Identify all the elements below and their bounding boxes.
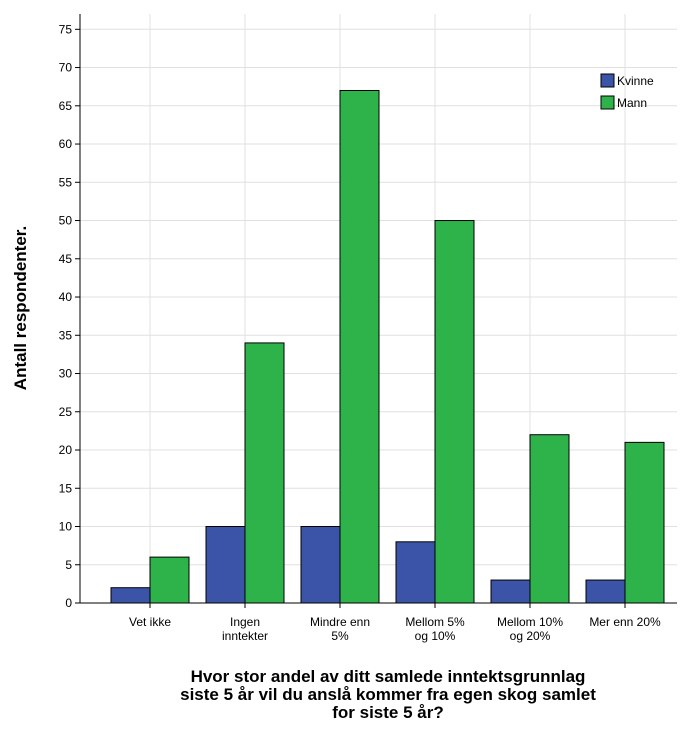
y-tick-label: 75 [59,22,73,36]
x-tick-label: Vet ikke [129,615,171,629]
x-axis-title-line: Hvor stor andel av ditt samlede inntekts… [191,667,586,686]
bar-kvinne [395,541,436,604]
x-tick-label: og 20% [510,629,551,643]
x-tick-label: 5% [331,629,349,643]
y-tick-label: 60 [59,137,73,151]
bar-mann [149,556,190,604]
x-tick-label: og 10% [415,629,456,643]
x-tick-label: Mellom 10% [497,615,563,629]
y-tick-label: 35 [59,328,73,342]
y-tick-label: 40 [59,290,73,304]
x-tick-label: inntekter [222,629,268,643]
bar-kvinne [205,526,246,604]
y-tick-label: 5 [65,558,72,572]
y-tick-label: 70 [59,61,73,75]
x-tick-label: Mellom 5% [405,615,465,629]
y-tick-label: 30 [59,367,73,381]
y-tick-label: 10 [59,520,73,534]
y-tick-label: 15 [59,481,73,495]
bar-mann [434,220,475,604]
legend-label-kvinne: Kvinne [617,74,654,88]
y-tick-label: 65 [59,99,73,113]
y-tick-label: 45 [59,252,73,266]
bars [110,89,665,604]
bar-kvinne [490,579,531,604]
legend: Kvinne Mann [600,73,654,110]
y-tick-label: 20 [59,443,73,457]
y-tick-label: 25 [59,405,73,419]
bar-kvinne [300,526,341,604]
x-axis-title-line: siste 5 år vil du anslå kommer fra egen … [180,685,596,704]
x-tick-label: Mer enn 20% [589,615,661,629]
bar-mann [339,89,380,604]
bar-kvinne [585,579,626,604]
x-tick-label: Ingen [230,615,260,629]
axes [79,14,677,604]
bar-mann [244,342,285,604]
x-tick-label: Mindre enn [310,615,370,629]
legend-swatch-kvinne [600,73,615,88]
y-tick-labels: 0 5 10 15 20 25 30 35 40 45 50 55 60 65 70 75 [59,22,80,610]
x-axis-title: Hvor stor andel av ditt samlede inntekts… [180,667,596,722]
bar-kvinne [110,587,151,604]
x-axis-title-line: for siste 5 år? [332,703,444,722]
legend-label-mann: Mann [617,96,647,110]
y-tick-label: 50 [59,214,73,228]
y-tick-label: 0 [65,596,72,610]
bar-mann [624,441,665,604]
legend-swatch-mann [600,95,615,110]
y-axis-title: Antall respondenter. [11,226,30,390]
bar-mann [529,434,570,604]
y-tick-label: 55 [59,175,73,189]
